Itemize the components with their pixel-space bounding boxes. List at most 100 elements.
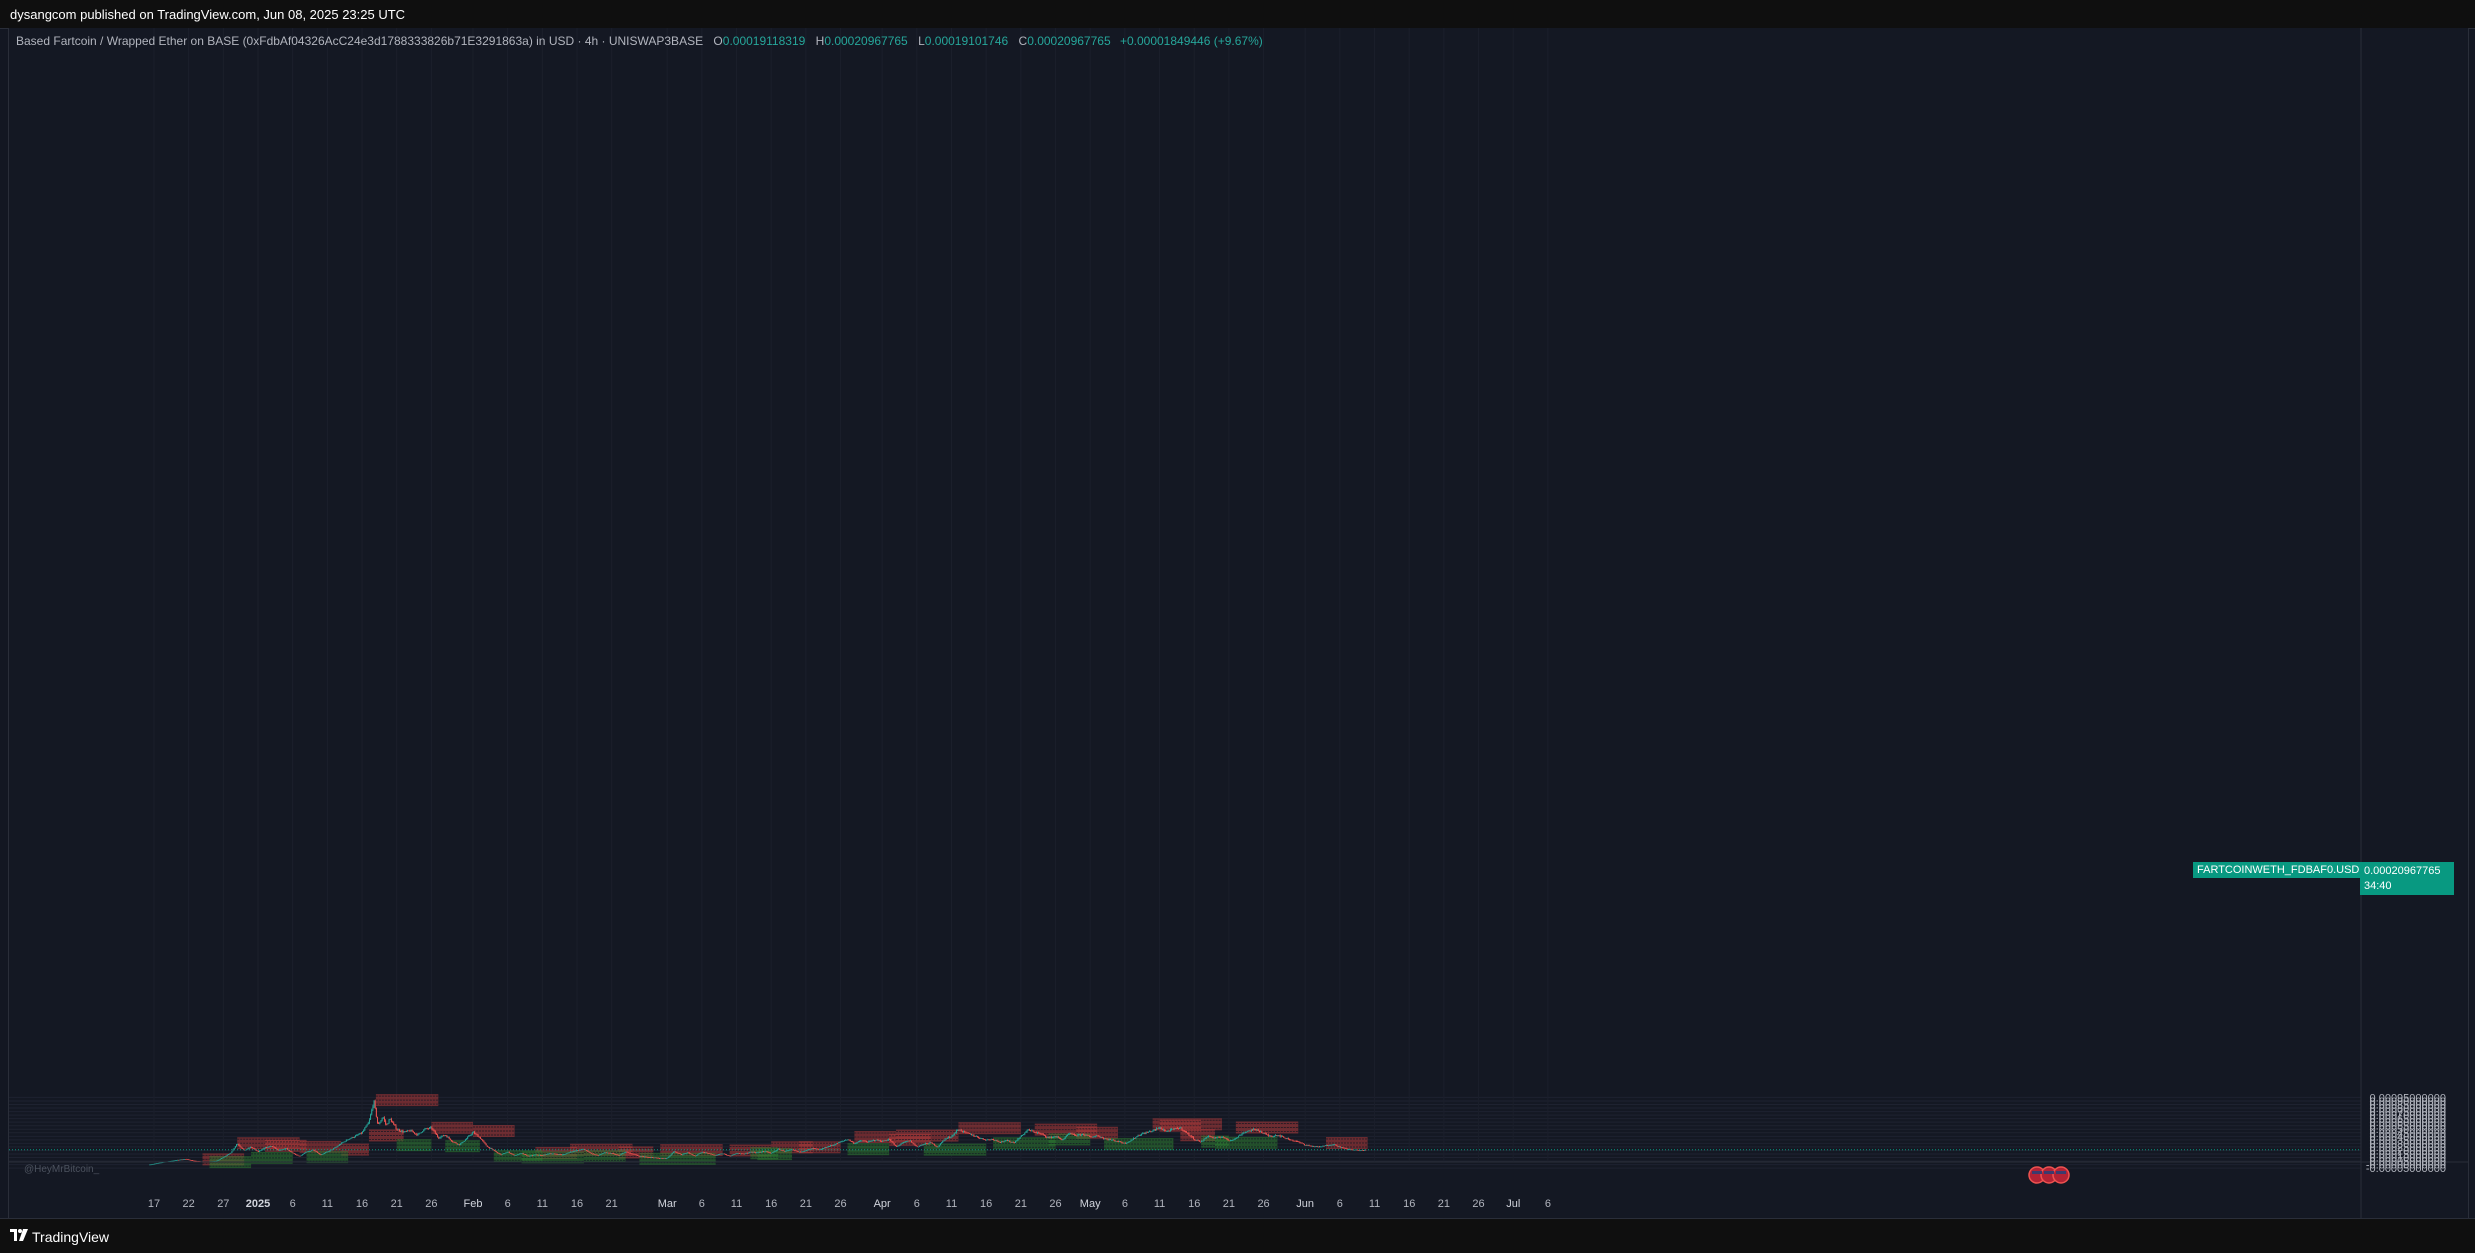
candle-body [1276,1135,1278,1137]
candle-body [884,1140,886,1142]
resistance-zone [798,1141,841,1154]
candle-body [1001,1141,1003,1143]
tradingview-logo-icon[interactable] [10,1229,28,1241]
candle-body [1277,1135,1279,1137]
time-tick-label: Apr [874,1198,891,1210]
candle-body [1316,1146,1318,1147]
candle-body [767,1151,769,1153]
candle-body [704,1152,706,1154]
candle-body [768,1152,770,1154]
candle-body [1191,1136,1193,1138]
candle-body [361,1131,363,1134]
candle-body [934,1144,936,1146]
candle-body [216,1160,218,1162]
candle-body [521,1153,523,1155]
candle-body [590,1152,592,1154]
candle-body [1167,1130,1169,1132]
candle-body [627,1152,629,1154]
candle-body [1267,1134,1269,1136]
candle-body [357,1134,359,1136]
candle-body [222,1157,224,1159]
candle-body [346,1139,348,1141]
candle-body [998,1141,1000,1143]
candle-body [541,1155,543,1156]
candle-body [975,1136,977,1137]
candle-body [1023,1134,1025,1136]
candle-body [533,1154,535,1156]
candle-body [622,1153,624,1155]
candle-body [939,1143,941,1146]
price-tick-label: 0.00010000000 [2370,1153,2446,1165]
candle-body [1241,1133,1243,1135]
candle-body [669,1155,671,1157]
candle-body [986,1139,988,1141]
low-value: 0.00019101746 [924,34,1009,48]
candle-body [576,1150,578,1151]
candle-body [478,1136,480,1138]
candle-body [838,1142,840,1144]
candle-body [1006,1140,1008,1142]
candle-body [889,1139,891,1141]
time-tick-label: Jul [1506,1198,1520,1210]
candle-body [470,1134,472,1136]
candle-body [427,1128,429,1130]
candle-body [1260,1131,1262,1133]
candle-body [1026,1130,1028,1132]
candle-body [670,1154,672,1156]
candle-body [647,1157,649,1158]
candle-body [1016,1140,1018,1142]
candle-body [1245,1132,1247,1134]
candle-body [782,1150,784,1151]
candle-body [553,1153,555,1155]
candle-body [766,1151,768,1153]
candle-body [1249,1130,1251,1132]
candle-body [348,1139,350,1141]
candle-body [564,1154,566,1155]
candle-body [635,1154,637,1156]
candle-body [546,1153,548,1155]
candle-body [617,1154,619,1156]
candle-body [505,1152,507,1154]
candle-body [1061,1138,1063,1141]
candle-body [305,1152,307,1153]
candle-body [248,1147,250,1149]
candle-body [797,1151,799,1152]
candle-body [1186,1131,1188,1133]
price-tick-label: 0.00070000000 [2370,1110,2446,1122]
candle-body [856,1142,858,1144]
brand-name[interactable]: TradingView [32,1229,110,1245]
candle-body [375,1107,377,1117]
candle-body [170,1160,172,1162]
candle-body [311,1150,313,1152]
candle-body [1243,1132,1245,1134]
candle-body [491,1148,493,1150]
candle-body [405,1131,407,1132]
candle-body [983,1139,985,1140]
candle-body [238,1143,240,1146]
resistance-zone [854,1131,897,1144]
candle-body [1323,1145,1325,1147]
candle-body [1349,1148,1351,1150]
candle-body [926,1143,928,1145]
time-tick-label: 11 [1154,1198,1165,1210]
candle-body [1173,1128,1175,1130]
candle-body [857,1141,859,1143]
candle-body [1230,1140,1232,1142]
candle-body [1115,1141,1117,1142]
symbol-legend[interactable]: Based Fartcoin / Wrapped Ether on BASE (… [16,34,1263,48]
candle-body [341,1142,343,1145]
bar-countdown: 34:40 [2364,880,2392,892]
chart-canvas[interactable]: 0.000950000000.000900000000.000850000000… [9,28,2468,1218]
candle-body [726,1154,728,1156]
candle-body [1218,1136,1220,1138]
chart-pane[interactable]: 0.00095000000 0.00090000000 0.00085000000 0… [8,28,2469,1218]
candle-body [1154,1129,1156,1131]
candle-body [442,1135,444,1137]
candle-body [322,1153,324,1155]
candle-body [649,1157,651,1158]
candle-body [509,1152,511,1154]
events-icon[interactable] [2028,1166,2072,1184]
candle-body [1040,1133,1042,1135]
candle-body [236,1144,238,1147]
candle-body [1176,1128,1178,1129]
